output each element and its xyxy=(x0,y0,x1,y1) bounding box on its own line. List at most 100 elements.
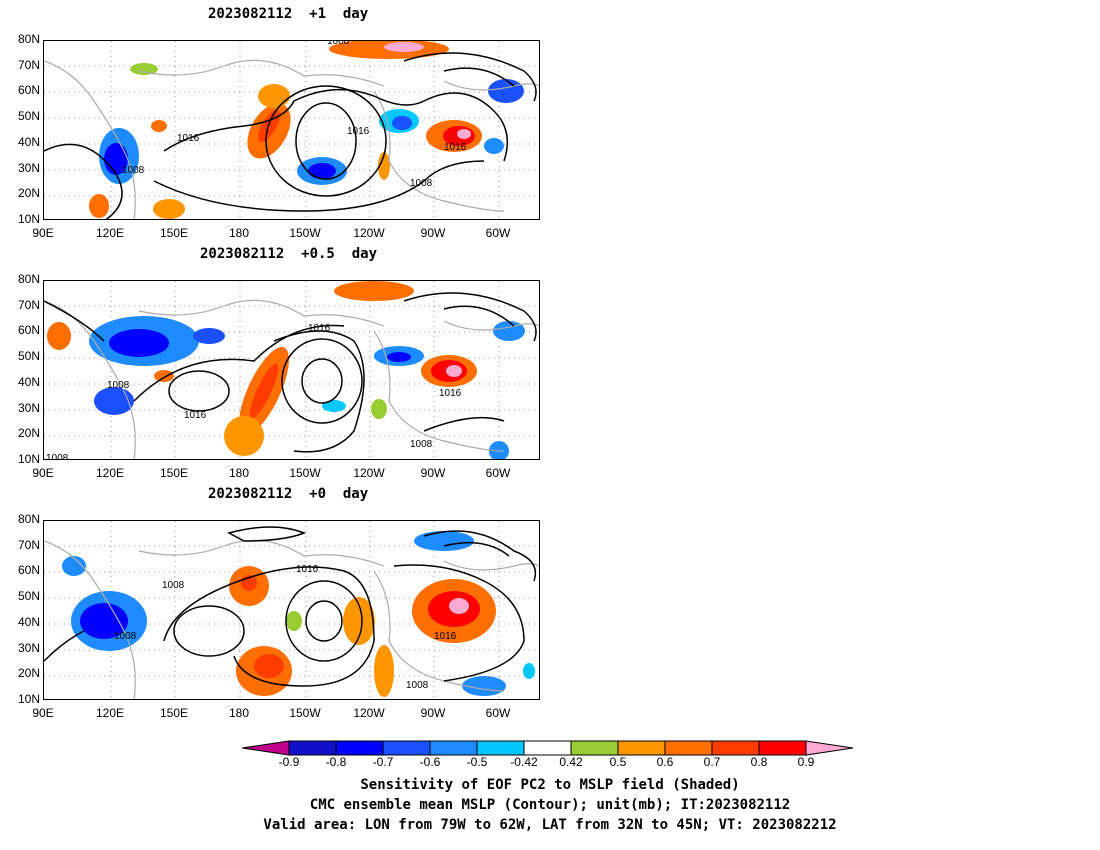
contour-label: 1008 xyxy=(114,631,137,642)
lon-tick-label: 90W xyxy=(420,226,446,240)
lat-tick-label: 30N xyxy=(17,640,40,655)
caption-line-2: CMC ensemble mean MSLP (Contour); unit(m… xyxy=(309,797,791,813)
lon-tick-label: 120W xyxy=(353,466,385,480)
panel-2-shading xyxy=(47,281,525,459)
colorbar-swatch xyxy=(758,740,807,756)
panel-3-contours xyxy=(44,526,537,687)
lon-tick-label: 90E xyxy=(32,706,54,720)
lat-tick-label: 60N xyxy=(17,83,40,98)
panel-3-contour-labels: 1008 1016 1008 1016 1008 xyxy=(114,564,457,691)
panel-2-plot: 1016 1008 1016 1016 1008 1008 xyxy=(44,281,539,460)
panel-1-contour-labels: 1008 1016 1016 1008 1016 1008 xyxy=(122,41,467,189)
lon-tick-label: 150W xyxy=(289,706,321,720)
lon-tick-label: 180 xyxy=(228,466,250,480)
colorbar xyxy=(242,740,854,756)
lon-tick-label: 120W xyxy=(353,226,385,240)
lon-tick-label: 60W xyxy=(485,226,511,240)
lat-tick-label: 50N xyxy=(17,349,40,364)
colorbar-swatch xyxy=(570,740,619,756)
panel-2-map: 1016 1008 1016 1016 1008 1008 xyxy=(43,280,540,460)
lat-tick-label: 80N xyxy=(17,32,40,46)
colorbar-swatch xyxy=(617,740,666,756)
lat-tick-label: 80N xyxy=(17,272,40,286)
colorbar-tick-label: 0.6 xyxy=(656,755,674,769)
panel-1-shading xyxy=(89,41,524,219)
contour-label: 1016 xyxy=(439,388,462,399)
contour-label: 1016 xyxy=(434,631,457,642)
lat-tick-label: 80N xyxy=(17,512,40,526)
panel-2-contour-labels: 1016 1008 1016 1016 1008 1008 xyxy=(46,323,462,460)
lat-tick-label: 70N xyxy=(17,57,40,72)
panel-3-map: 1008 1016 1008 1016 1008 xyxy=(43,520,540,700)
panel-1-plot: 1008 1016 1016 1008 1016 1008 xyxy=(44,41,539,219)
lon-tick-label: 90W xyxy=(420,706,446,720)
colorbar-tick-label: -0.42 xyxy=(510,755,538,769)
lon-tick-label: 60W xyxy=(485,466,511,480)
lat-tick-label: 30N xyxy=(17,160,40,175)
lon-tick-label: 120E xyxy=(95,706,125,720)
colorbar-tick-label: -0.6 xyxy=(419,755,441,769)
colorbar-swatch xyxy=(476,740,525,756)
colorbar-swatch xyxy=(429,740,478,756)
panel-1-contours xyxy=(44,52,537,219)
colorbar-tick-label: 0.5 xyxy=(609,755,627,769)
contour-label: 1016 xyxy=(296,564,319,575)
lat-tick-label: 60N xyxy=(17,323,40,338)
contour-label: 1008 xyxy=(410,178,433,189)
colorbar-swatch xyxy=(805,740,854,756)
lat-tick-label: 40N xyxy=(17,374,40,389)
caption-line-1: Sensitivity of EOF PC2 to MSLP field (Sh… xyxy=(360,777,740,793)
colorbar-tick-label: 0.42 xyxy=(559,755,583,769)
lat-tick-label: 30N xyxy=(17,400,40,415)
contour-label: 1008 xyxy=(46,453,69,460)
contour-label: 1008 xyxy=(107,380,130,391)
lat-tick-label: 20N xyxy=(17,666,40,681)
contour-label: 1008 xyxy=(410,439,433,450)
lon-tick-label: 180 xyxy=(228,706,250,720)
contour-label: 1016 xyxy=(184,410,207,421)
panel-1-title: 2023082112 +1 day xyxy=(208,6,369,22)
lon-tick-label: 150W xyxy=(289,226,321,240)
colorbar-swatch xyxy=(523,740,572,756)
colorbar-tick-label: 0.7 xyxy=(703,755,721,769)
lon-tick-label: 90W xyxy=(420,466,446,480)
contour-label: 1008 xyxy=(406,680,429,691)
lat-tick-label: 40N xyxy=(17,614,40,629)
lat-tick-label: 60N xyxy=(17,563,40,578)
contour-label: 1016 xyxy=(347,126,370,137)
colorbar-tick-label: 0.8 xyxy=(750,755,768,769)
lon-tick-label: 150E xyxy=(159,466,189,480)
lat-tick-label: 50N xyxy=(17,589,40,604)
colorbar-swatch xyxy=(335,740,384,756)
lon-tick-label: 60W xyxy=(485,706,511,720)
contour-label: 1016 xyxy=(177,133,200,144)
panel-3-shading xyxy=(62,531,535,697)
lat-tick-label: 20N xyxy=(17,426,40,441)
lat-tick-label: 10N xyxy=(17,211,40,226)
colorbar-tick-label: -0.9 xyxy=(278,755,300,769)
lat-tick-label: 10N xyxy=(17,691,40,706)
lon-tick-label: 90E xyxy=(32,466,54,480)
contour-label: 1016 xyxy=(444,142,467,153)
caption-line-3: Valid area: LON from 79W to 62W, LAT fro… xyxy=(263,817,837,833)
lon-tick-label: 180 xyxy=(228,226,250,240)
lon-tick-label: 120E xyxy=(95,226,125,240)
lat-tick-label: 50N xyxy=(17,109,40,124)
colorbar-swatch xyxy=(382,740,431,756)
lat-tick-label: 40N xyxy=(17,134,40,149)
panel-3-plot: 1008 1016 1008 1016 1008 xyxy=(44,521,539,699)
colorbar-swatch xyxy=(664,740,713,756)
contour-label: 1008 xyxy=(162,580,185,591)
panel-2-contours xyxy=(44,292,537,453)
lat-tick-label: 70N xyxy=(17,537,40,552)
panel-1-map: 1008 1016 1016 1008 1016 1008 xyxy=(43,40,540,220)
colorbar-tick-label: 0.9 xyxy=(797,755,815,769)
lon-tick-label: 150E xyxy=(159,706,189,720)
colorbar-swatch xyxy=(711,740,760,756)
colorbar-tick-label: -0.5 xyxy=(466,755,488,769)
panel-2-title: 2023082112 +0.5 day xyxy=(200,246,378,262)
lon-tick-label: 120E xyxy=(95,466,125,480)
lat-tick-label: 70N xyxy=(17,297,40,312)
lon-tick-label: 120W xyxy=(353,706,385,720)
contour-label: 1008 xyxy=(122,165,145,176)
